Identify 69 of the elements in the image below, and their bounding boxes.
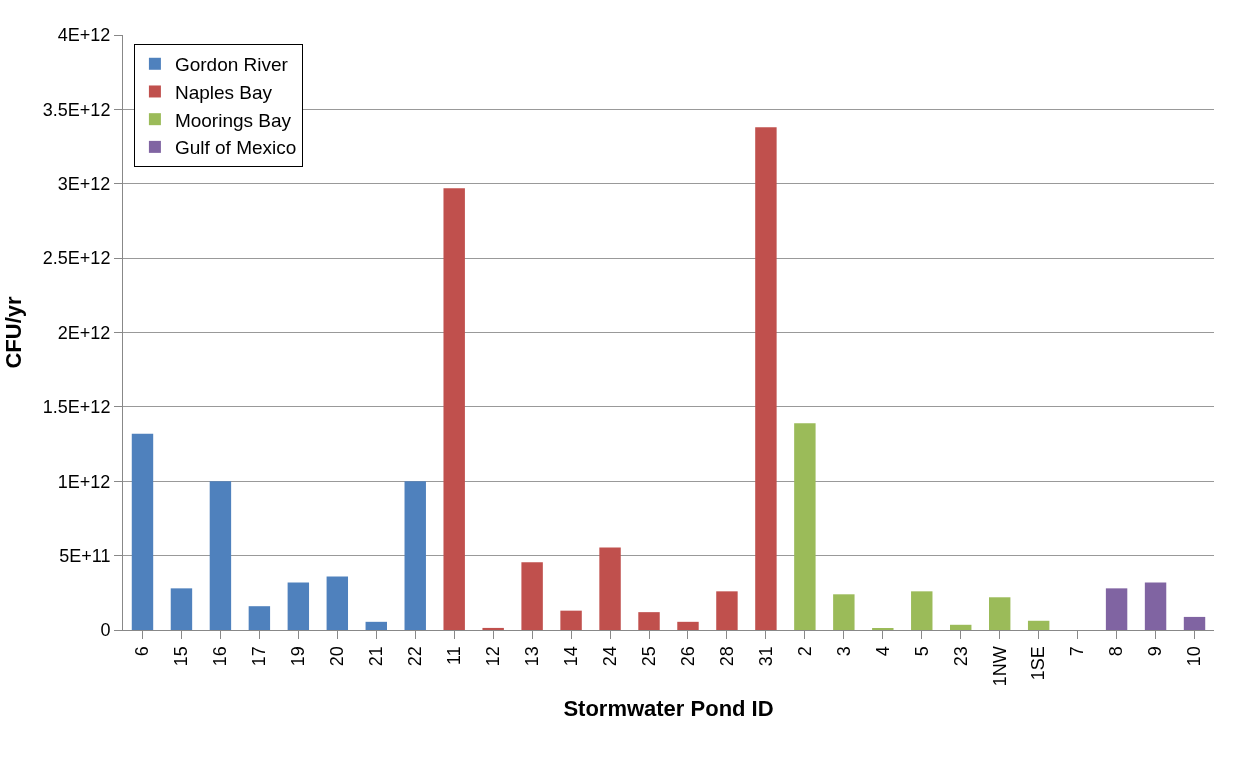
x-tick-label: 25 xyxy=(638,646,659,667)
y-tick-label: 1.5E+12 xyxy=(42,397,111,418)
y-tick-label: 1E+12 xyxy=(57,471,111,492)
bar xyxy=(950,624,972,630)
bar xyxy=(521,562,543,630)
bar xyxy=(677,621,699,630)
x-tick-label: 12 xyxy=(483,646,504,667)
x-tick-label: 2 xyxy=(794,646,815,657)
bar xyxy=(1183,616,1206,630)
bar xyxy=(1027,620,1050,630)
x-tick-label: 14 xyxy=(560,646,581,667)
x-tick-label: 6 xyxy=(132,646,153,657)
y-tick-label: 2E+12 xyxy=(57,322,111,343)
x-tick-label: 21 xyxy=(366,646,387,667)
x-tick-label: 4 xyxy=(872,646,893,657)
x-tick-label: 15 xyxy=(171,646,192,667)
y-tick-label: 0 xyxy=(100,620,111,641)
bar xyxy=(911,591,933,630)
bar xyxy=(443,188,465,630)
x-axis-title: Stormwater Pond ID xyxy=(563,696,774,722)
bar xyxy=(1105,588,1128,630)
x-tick-label: 9 xyxy=(1145,646,1166,657)
x-tick-label: 8 xyxy=(1106,646,1127,657)
x-tick-label: 23 xyxy=(950,646,971,667)
x-tick-label: 24 xyxy=(599,646,620,667)
bar xyxy=(988,597,1011,630)
x-tick-label: 22 xyxy=(405,646,426,667)
bar xyxy=(716,591,738,630)
bar xyxy=(209,481,232,630)
bar xyxy=(365,621,387,630)
legend-label: Gulf of Mexico xyxy=(174,137,297,159)
y-axis-title: CFU/yr xyxy=(0,296,26,369)
x-tick-label: 5 xyxy=(911,646,932,657)
legend-label: Moorings Bay xyxy=(174,109,292,131)
bar xyxy=(326,576,349,630)
x-tick-label: 20 xyxy=(327,646,348,667)
bar xyxy=(833,594,855,630)
x-tick-label: 26 xyxy=(677,646,698,667)
x-tick-label: 3 xyxy=(833,646,854,657)
y-tick-label: 3.5E+12 xyxy=(42,99,111,120)
bar xyxy=(599,547,621,630)
x-tick-label: 1SE xyxy=(1028,646,1049,681)
bar xyxy=(131,433,154,630)
y-tick-label: 3E+12 xyxy=(57,174,111,195)
bar xyxy=(638,612,660,630)
x-tick-label: 17 xyxy=(249,646,270,667)
bar xyxy=(287,582,310,630)
x-tick-label: 1NW xyxy=(989,646,1010,687)
bar xyxy=(404,481,426,630)
bar xyxy=(560,610,582,630)
bar xyxy=(248,606,271,630)
x-tick-label: 7 xyxy=(1067,646,1088,657)
bar xyxy=(170,588,193,630)
x-tick-label: 19 xyxy=(288,646,309,667)
bar xyxy=(755,127,777,630)
y-tick-label: 4E+12 xyxy=(57,25,111,46)
bar xyxy=(1144,582,1167,630)
x-tick-label: 13 xyxy=(521,646,542,667)
bar xyxy=(482,627,504,630)
x-tick-label: 10 xyxy=(1184,646,1205,667)
x-tick-label: 31 xyxy=(755,646,776,667)
x-tick-label: 11 xyxy=(444,646,465,665)
bar xyxy=(794,423,816,630)
y-tick-label: 5E+11 xyxy=(59,545,111,566)
legend-label: Gordon River xyxy=(174,54,289,76)
y-tick-label: 2.5E+12 xyxy=(42,248,111,269)
legend-label: Naples Bay xyxy=(174,81,273,103)
x-tick-label: 16 xyxy=(210,646,231,667)
x-tick-label: 28 xyxy=(716,646,737,667)
